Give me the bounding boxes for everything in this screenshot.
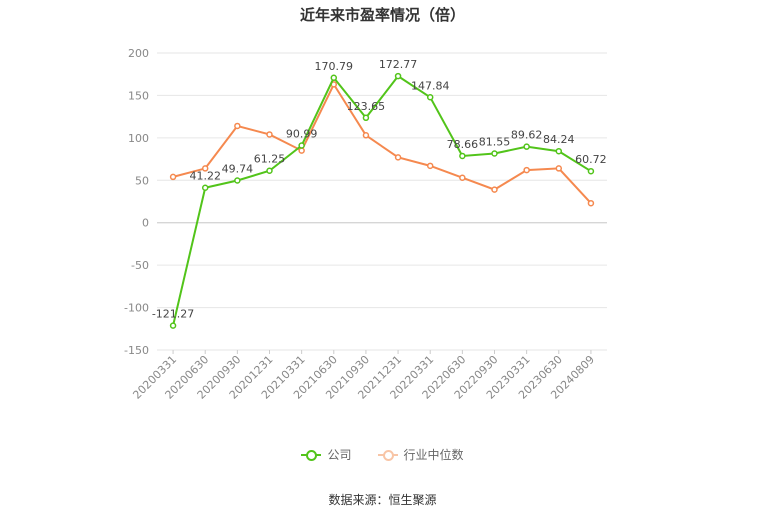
chart-title: 近年来市盈率情况（倍） bbox=[299, 6, 465, 24]
data-source-note: 数据来源：恒生聚源 bbox=[328, 493, 437, 507]
data-label: 78.66 bbox=[447, 138, 479, 151]
data-label: 84.24 bbox=[543, 133, 575, 146]
legend-item-industry-median[interactable]: 行业中位数 bbox=[377, 446, 464, 463]
data-point-industry-median bbox=[426, 162, 434, 170]
data-point-company bbox=[394, 72, 402, 80]
y-tick-label: 50 bbox=[135, 174, 149, 187]
data-label: 41.22 bbox=[189, 170, 221, 183]
chart-legend: 公司 行业中位数 bbox=[0, 446, 765, 463]
y-tick-label: -50 bbox=[131, 259, 149, 272]
data-point-company bbox=[523, 143, 530, 150]
legend-label-industry-median: 行业中位数 bbox=[403, 448, 464, 462]
legend-item-company[interactable]: 公司 bbox=[301, 446, 352, 463]
data-point-company bbox=[169, 322, 177, 329]
data-label: -121.27 bbox=[152, 308, 194, 321]
y-tick-label: 150 bbox=[128, 89, 149, 102]
data-point-company bbox=[234, 177, 241, 184]
data-point-company bbox=[587, 167, 595, 175]
data-label: 81.55 bbox=[479, 136, 511, 149]
data-point-company bbox=[362, 114, 370, 122]
data-point-industry-median bbox=[523, 166, 530, 174]
y-tick-label: 0 bbox=[142, 217, 149, 230]
data-point-company bbox=[330, 74, 338, 82]
data-point-company bbox=[491, 150, 498, 157]
data-point-industry-median bbox=[459, 174, 466, 181]
data-label: 89.62 bbox=[511, 129, 543, 142]
legend-line-marker-icon bbox=[377, 449, 398, 461]
data-point-company bbox=[555, 147, 563, 155]
data-point-company bbox=[298, 142, 305, 149]
data-label: 61.25 bbox=[254, 153, 286, 166]
data-point-industry-median bbox=[298, 147, 305, 154]
data-point-industry-median bbox=[266, 131, 273, 138]
data-point-industry-median bbox=[234, 122, 241, 130]
data-point-industry-median bbox=[555, 165, 563, 172]
data-label: 170.79 bbox=[315, 60, 354, 73]
legend-label-company: 公司 bbox=[327, 448, 352, 462]
y-tick-label: -100 bbox=[124, 302, 149, 315]
data-point-company bbox=[426, 94, 434, 101]
data-point-industry-median bbox=[169, 173, 177, 181]
data-point-industry-median bbox=[491, 186, 498, 193]
data-label: 123.65 bbox=[347, 100, 386, 113]
y-tick-label: 100 bbox=[128, 132, 149, 145]
series-line-industry-median bbox=[172, 82, 592, 204]
data-point-company bbox=[459, 152, 466, 160]
series-line-company bbox=[172, 74, 592, 326]
data-point-industry-median bbox=[394, 154, 402, 161]
data-point-company bbox=[266, 167, 273, 174]
data-label: 147.84 bbox=[411, 79, 450, 92]
data-label: 172.77 bbox=[379, 58, 418, 71]
legend-line-marker-icon bbox=[301, 449, 322, 461]
data-point-industry-median bbox=[587, 199, 595, 207]
y-tick-label: 200 bbox=[128, 47, 149, 60]
data-point-company bbox=[201, 184, 209, 191]
data-label: 49.74 bbox=[222, 163, 254, 176]
data-label: 90.99 bbox=[286, 128, 318, 141]
data-label: 60.72 bbox=[575, 153, 607, 166]
y-tick-label: -150 bbox=[124, 344, 149, 357]
data-point-industry-median bbox=[362, 132, 370, 139]
data-point-industry-median bbox=[201, 165, 209, 172]
